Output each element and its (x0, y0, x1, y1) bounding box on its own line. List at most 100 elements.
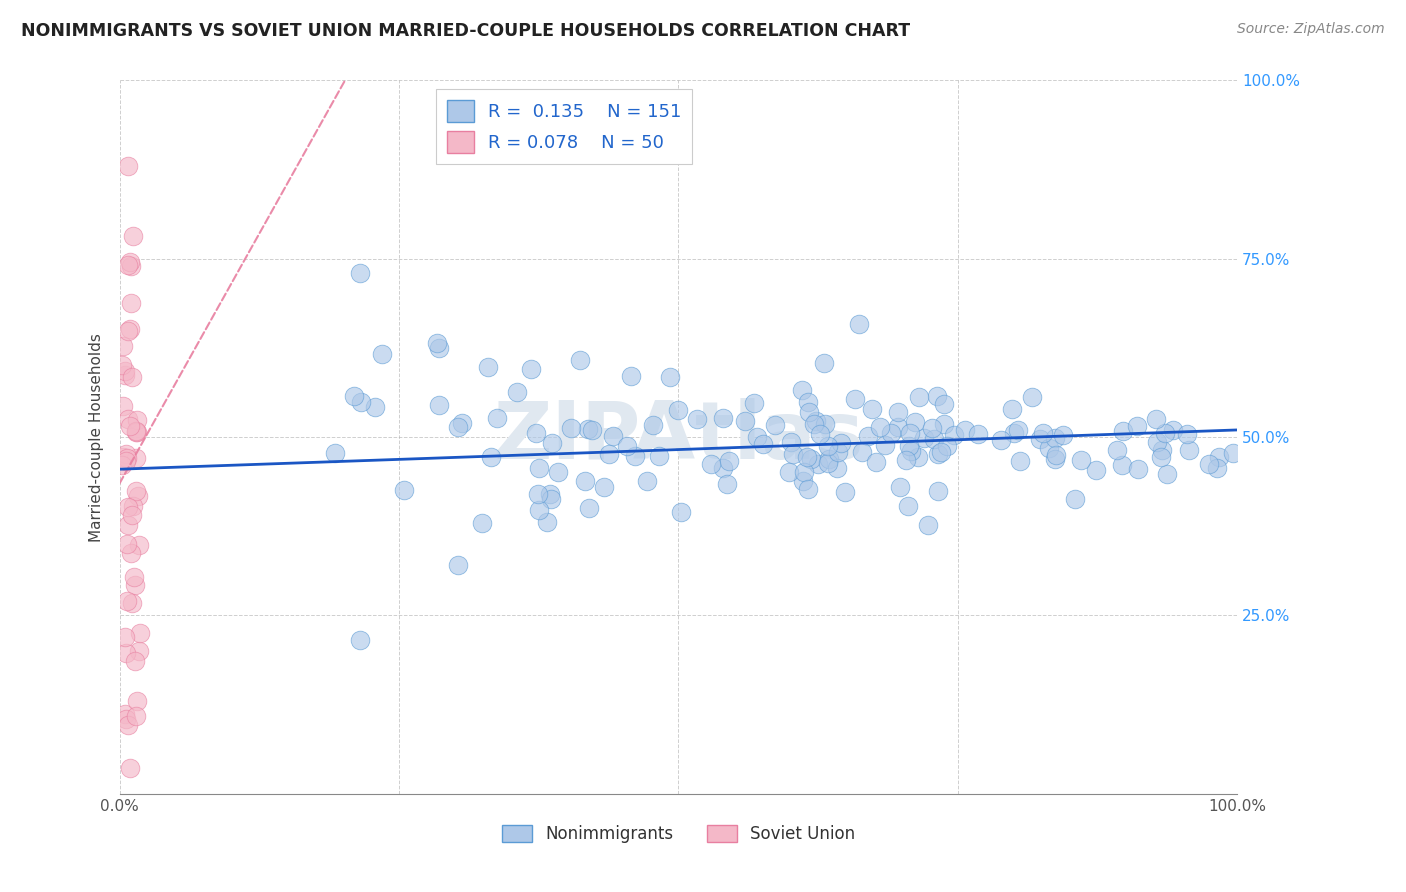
Point (927, 483, 949, 498)
Point (1007, 423, 1029, 437)
Point (869, 420, 891, 434)
Point (747, 430, 769, 444)
Point (925, 389, 948, 403)
Point (581, 423, 603, 437)
Point (111, 399, 134, 413)
Point (648, 450, 671, 464)
Point (1150, 442, 1173, 457)
Point (117, 324, 139, 338)
Point (128, 538, 150, 552)
Point (527, 460, 550, 475)
Point (574, 474, 596, 488)
Point (115, 451, 138, 466)
Point (830, 435, 852, 450)
Point (865, 455, 887, 469)
Point (125, 425, 148, 439)
Point (349, 266, 371, 280)
Point (856, 429, 879, 443)
Point (1146, 434, 1168, 449)
Point (471, 516, 494, 530)
Point (929, 445, 952, 459)
Point (1021, 390, 1043, 404)
Point (427, 398, 450, 412)
Point (825, 461, 848, 475)
Point (114, 630, 136, 644)
Point (782, 447, 804, 461)
Point (860, 402, 883, 417)
Point (112, 450, 135, 465)
Point (669, 505, 692, 519)
Point (1198, 457, 1220, 471)
Y-axis label: Married-couple Households: Married-couple Households (89, 333, 104, 541)
Point (967, 426, 990, 441)
Point (818, 451, 841, 466)
Point (350, 395, 373, 409)
Point (700, 457, 723, 471)
Point (848, 317, 870, 331)
Point (451, 416, 474, 430)
Point (917, 518, 939, 533)
Point (803, 417, 825, 431)
Point (908, 390, 931, 404)
Point (763, 418, 786, 433)
Point (117, 718, 139, 732)
Point (827, 445, 849, 459)
Point (666, 403, 689, 417)
Point (834, 484, 856, 499)
Point (343, 389, 366, 403)
Point (117, 594, 139, 608)
Point (122, 499, 145, 513)
Point (477, 360, 499, 375)
Point (602, 428, 624, 442)
Point (114, 713, 136, 727)
Point (349, 633, 371, 648)
Point (541, 436, 564, 450)
Point (953, 423, 976, 437)
Point (1000, 402, 1022, 417)
Point (1032, 425, 1054, 440)
Point (122, 570, 145, 584)
Point (114, 368, 136, 382)
Point (115, 453, 138, 467)
Point (873, 438, 896, 452)
Point (1144, 412, 1167, 426)
Point (127, 489, 149, 503)
Point (797, 395, 820, 409)
Point (1008, 454, 1031, 468)
Point (486, 411, 509, 425)
Point (879, 426, 901, 441)
Point (540, 492, 562, 507)
Point (1154, 425, 1177, 440)
Point (897, 499, 920, 513)
Point (1029, 432, 1052, 446)
Point (814, 417, 837, 432)
Point (808, 427, 831, 442)
Point (659, 370, 682, 384)
Point (1161, 423, 1184, 437)
Point (817, 439, 839, 453)
Point (592, 480, 614, 494)
Point (323, 446, 346, 460)
Point (1208, 450, 1230, 465)
Point (793, 465, 815, 479)
Text: NONIMMIGRANTS VS SOVIET UNION MARRIED-COUPLE HOUSEHOLDS CORRELATION CHART: NONIMMIGRANTS VS SOVIET UNION MARRIED-CO… (21, 22, 910, 40)
Point (889, 480, 911, 494)
Point (807, 458, 830, 472)
Point (479, 450, 502, 464)
Point (1111, 458, 1133, 472)
Point (114, 706, 136, 721)
Point (752, 436, 775, 450)
Point (1043, 452, 1066, 467)
Point (1105, 442, 1128, 457)
Point (122, 228, 145, 243)
Point (547, 465, 569, 479)
Point (115, 447, 138, 461)
Point (713, 411, 735, 425)
Point (121, 596, 143, 610)
Point (111, 358, 134, 372)
Point (641, 418, 664, 433)
Point (1112, 424, 1135, 438)
Point (943, 427, 966, 442)
Point (797, 482, 820, 496)
Point (120, 259, 142, 273)
